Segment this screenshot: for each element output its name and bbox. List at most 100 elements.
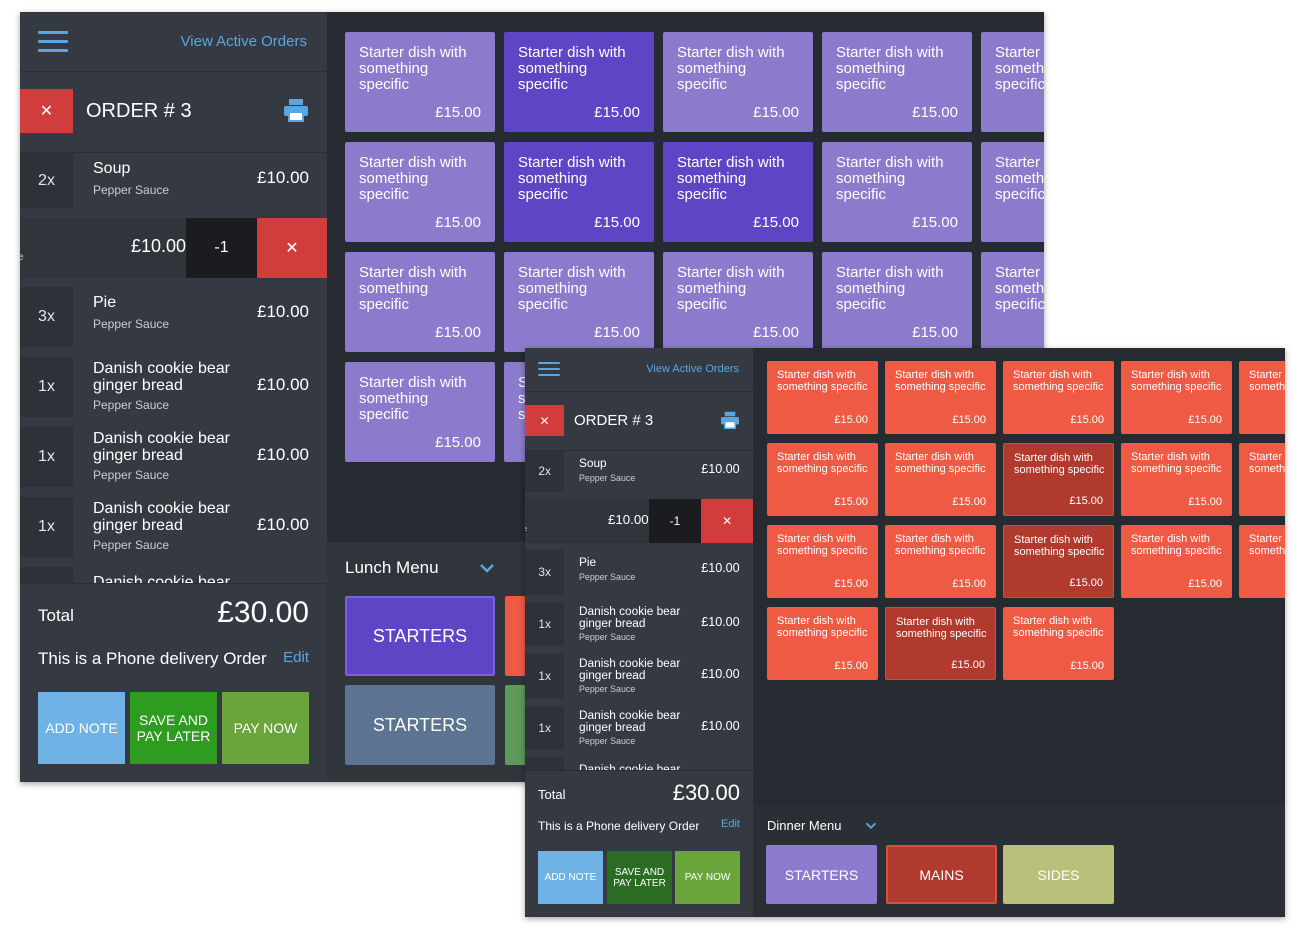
dish-card[interactable]: Starter dish with something specific£15.… bbox=[504, 252, 654, 352]
order-item-row[interactable]: 1x Danish cookie bear ginger bread Pepper … bbox=[20, 357, 327, 417]
printer-icon[interactable] bbox=[720, 411, 740, 429]
dish-price: £15.00 bbox=[1069, 495, 1103, 507]
dish-card[interactable]: Starter dish with something specific£15.… bbox=[663, 32, 813, 132]
item-quantity[interactable]: 2x bbox=[525, 451, 565, 492]
order-item-row[interactable]: 1x Danish cookie bear ginger bread Pepper … bbox=[525, 653, 753, 699]
order-item-row[interactable]: 2x Soup Pepper Sauce £10.00 bbox=[525, 451, 753, 492]
add-note-button[interactable]: ADD NOTE bbox=[538, 851, 603, 904]
dish-name: Starter dish with something specific bbox=[677, 264, 785, 313]
chevron-down-icon[interactable] bbox=[479, 562, 495, 574]
printer-icon[interactable] bbox=[283, 98, 309, 122]
dish-card[interactable]: Starter dish with something specific£15.… bbox=[822, 252, 972, 352]
dish-card[interactable]: Starter dish with something specific£15.… bbox=[1003, 607, 1114, 680]
dish-card[interactable]: Starter dish with something specific£15.… bbox=[822, 142, 972, 242]
total-label: Total bbox=[538, 787, 566, 802]
dish-price: £15.00 bbox=[912, 104, 958, 121]
dish-card[interactable]: Starter dish with something specific£15.… bbox=[345, 142, 495, 242]
item-quantity[interactable]: 3x bbox=[525, 550, 565, 595]
dish-card[interactable]: Starter dish with something specific£15.… bbox=[1239, 525, 1285, 598]
order-item-row[interactable]: 1x Danish cookie bear ginger bread Pepper … bbox=[525, 705, 753, 750]
item-quantity[interactable]: 1x bbox=[20, 427, 73, 487]
item-quantity[interactable]: 1x bbox=[20, 357, 73, 417]
edit-delivery-link[interactable]: Edit bbox=[283, 649, 309, 666]
category-starters-button[interactable]: STARTERS bbox=[345, 596, 495, 676]
item-quantity[interactable]: 2x bbox=[20, 153, 73, 208]
view-active-orders-link[interactable]: View Active Orders bbox=[646, 363, 739, 375]
dish-card[interactable]: Starter dish with something specific£15.… bbox=[767, 443, 878, 516]
order-item-row[interactable]: 3x Pie Pepper Sauce £10.00 bbox=[525, 550, 753, 595]
menu-title[interactable]: Dinner Menu bbox=[767, 818, 842, 833]
chevron-down-icon[interactable] bbox=[865, 821, 877, 830]
save-pay-later-button[interactable]: SAVE AND PAY LATER bbox=[607, 851, 672, 904]
hamburger-icon[interactable] bbox=[38, 31, 68, 52]
dish-card[interactable]: Starter dish with something specific£15.… bbox=[1121, 443, 1232, 516]
item-quantity[interactable]: 1x bbox=[525, 601, 565, 647]
dish-card[interactable]: Starter dish with something specific£15.… bbox=[1239, 443, 1285, 516]
remove-item-button[interactable]: ✕ bbox=[701, 499, 753, 544]
category-starters-button-2[interactable]: STARTERS bbox=[345, 685, 495, 765]
decrement-button[interactable]: -1 bbox=[648, 499, 702, 544]
dish-card[interactable]: Starter dish with something specific£15.… bbox=[345, 32, 495, 132]
cancel-order-button[interactable]: ✕ bbox=[525, 405, 564, 436]
pay-now-button[interactable]: PAY NOW bbox=[675, 851, 740, 904]
order-item-row[interactable]: Danish cookie bear bbox=[525, 757, 753, 770]
item-quantity[interactable]: 3x bbox=[20, 287, 73, 347]
dish-card[interactable]: Starter dish with something specific£15.… bbox=[1239, 361, 1285, 434]
dish-card[interactable]: Starter dish with something specific£15.… bbox=[1003, 443, 1114, 516]
dish-card[interactable]: Starter dish with something specific£15.… bbox=[504, 32, 654, 132]
dish-card[interactable]: Starter dish with something specific£15.… bbox=[981, 142, 1044, 242]
item-quantity[interactable]: 1x bbox=[20, 497, 73, 557]
dish-card[interactable]: Starter dish with something specific£15.… bbox=[345, 252, 495, 352]
dish-card[interactable]: Starter dish with something specific£15.… bbox=[663, 142, 813, 242]
add-note-button[interactable]: ADD NOTE bbox=[38, 692, 125, 764]
dish-name: Starter dish with something specific bbox=[896, 616, 987, 640]
menu-title[interactable]: Lunch Menu bbox=[345, 558, 439, 577]
dish-card[interactable]: Starter dish with something specific£15.… bbox=[767, 525, 878, 598]
dish-card[interactable]: Starter dish with something specific£15.… bbox=[1003, 361, 1114, 434]
hamburger-icon[interactable] bbox=[538, 362, 560, 376]
dish-card[interactable]: Starter dish with something specific£15.… bbox=[885, 525, 996, 598]
category-starters-button[interactable]: STARTERS bbox=[766, 845, 877, 904]
view-active-orders-link[interactable]: View Active Orders bbox=[180, 33, 307, 50]
dish-price: £15.00 bbox=[435, 434, 481, 451]
dish-name: Starter dish with something specific bbox=[836, 154, 944, 203]
item-modifier: Pepper Sauce bbox=[93, 468, 170, 482]
dish-card[interactable]: Starter dish with something specific£15.… bbox=[767, 361, 878, 434]
order-item-row[interactable]: 1x Danish cookie bear ginger bread Pepper … bbox=[20, 497, 327, 557]
item-modifier: Pepper Sauce bbox=[93, 317, 170, 331]
dish-card[interactable]: Starter dish with something specific£15.… bbox=[885, 443, 996, 516]
order-item-row[interactable]: Danish cookie bear bbox=[20, 567, 327, 584]
pos-window-dinner: View Active Orders ✕ ORDER # 3 2x Soup Pep… bbox=[525, 348, 1285, 917]
category-mains-button[interactable]: MAINS bbox=[886, 845, 997, 904]
dish-card[interactable]: Starter dish with something specific£15.… bbox=[504, 142, 654, 242]
edit-delivery-link[interactable]: Edit bbox=[721, 818, 740, 830]
item-quantity[interactable]: 1x bbox=[525, 653, 565, 699]
decrement-button[interactable]: -1 bbox=[186, 218, 257, 278]
dish-card[interactable]: Starter dish with something specific£15.… bbox=[1121, 361, 1232, 434]
item-quantity[interactable]: 1x bbox=[525, 705, 565, 750]
save-pay-later-button[interactable]: SAVE AND PAY LATER bbox=[130, 692, 217, 764]
dish-card[interactable]: Starter dish with something specific£15.… bbox=[822, 32, 972, 132]
order-sidebar: View Active Orders ✕ ORDER # 3 2x Soup Pep… bbox=[20, 12, 327, 782]
dish-card[interactable]: Starter dish with something specific£15.… bbox=[767, 607, 878, 680]
pay-now-button[interactable]: PAY NOW bbox=[222, 692, 309, 764]
dish-card[interactable]: Starter dish with something specific£15.… bbox=[981, 252, 1044, 352]
remove-item-button[interactable]: ✕ bbox=[257, 218, 327, 278]
order-item-row[interactable]: 3x Pie Pepper Sauce £10.00 bbox=[20, 287, 327, 347]
dish-card[interactable]: Starter dish with something specific£15.… bbox=[1121, 525, 1232, 598]
dish-card[interactable]: Starter dish with something specific£15.… bbox=[663, 252, 813, 352]
dish-card[interactable]: Starter dish with something specific£15.… bbox=[885, 361, 996, 434]
item-modifier: Pepper Sauce bbox=[93, 398, 170, 412]
dish-price: £15.00 bbox=[834, 496, 868, 508]
cancel-order-button[interactable]: ✕ bbox=[20, 89, 73, 133]
item-name: Danish cookie bear bbox=[93, 574, 230, 584]
dish-card[interactable]: Starter dish with something specific£15.… bbox=[981, 32, 1044, 132]
order-item-row[interactable]: 1x Danish cookie bear ginger bread Pepper … bbox=[20, 427, 327, 487]
dish-card[interactable]: Starter dish with something specific£15.… bbox=[1003, 525, 1114, 598]
category-sides-button[interactable]: SIDES bbox=[1003, 845, 1114, 904]
order-item-row[interactable]: 1x Danish cookie bear ginger bread Pepper … bbox=[525, 601, 753, 647]
dish-card[interactable]: Starter dish with something specific£15.… bbox=[885, 607, 996, 680]
dish-card[interactable]: Starter dish with something specific£15.… bbox=[345, 362, 495, 462]
order-footer: Total £30.00 This is a Phone delivery Or… bbox=[20, 583, 327, 782]
order-item-row[interactable]: 2x Soup Pepper Sauce £10.00 bbox=[20, 153, 327, 208]
